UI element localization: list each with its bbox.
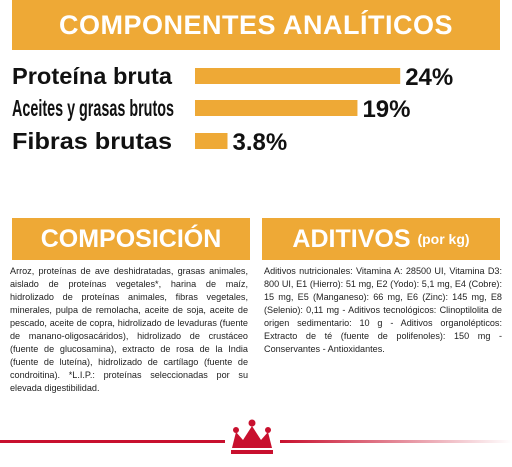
category-label: Fibras brutas xyxy=(12,128,172,154)
footer-line xyxy=(0,440,225,443)
bar xyxy=(195,100,358,116)
value-label: 3.8% xyxy=(232,129,287,156)
category-label: Aceites y grasas brutos xyxy=(12,95,174,121)
additives-title: ADITIVOS xyxy=(292,224,411,253)
additives-text: Aditivos nutricionales: Vitamina A: 2850… xyxy=(264,266,502,354)
additives-subtitle: (por kg) xyxy=(417,231,470,247)
header-title: COMPONENTES ANALÍTICOS xyxy=(58,9,453,40)
composition-text: Arroz, proteínas de ave deshidratadas, g… xyxy=(10,266,248,393)
value-label: 24% xyxy=(405,64,453,91)
value-label: 19% xyxy=(362,96,410,123)
category-label: Proteína bruta xyxy=(12,63,172,89)
footer-line xyxy=(280,440,512,443)
composition-title: COMPOSICIÓN xyxy=(40,224,222,253)
bar xyxy=(195,68,401,84)
composition-band: COMPOSICIÓN xyxy=(12,218,250,260)
chart: Proteína bruta 24% Aceites y grasas brutos… xyxy=(12,63,453,156)
bar xyxy=(195,133,228,149)
header-band: COMPONENTES ANALÍTICOS xyxy=(12,0,500,50)
additives-band: ADITIVOS (por kg) xyxy=(262,218,500,260)
crown xyxy=(231,419,273,454)
